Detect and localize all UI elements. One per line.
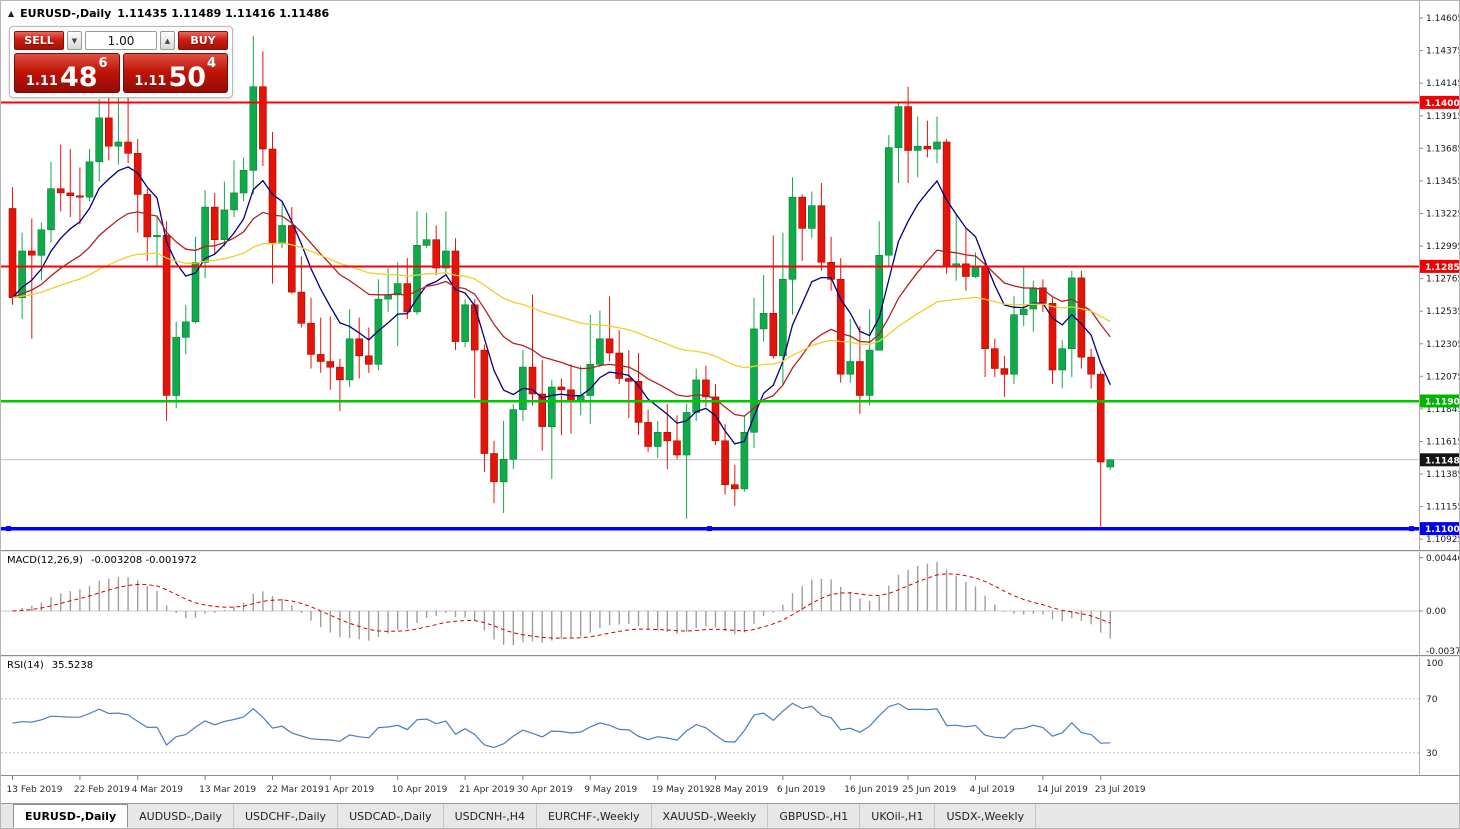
svg-text:1.12535: 1.12535 xyxy=(1426,307,1459,317)
svg-text:6 Jun 2019: 6 Jun 2019 xyxy=(777,785,826,795)
sell-button[interactable]: SELL xyxy=(14,31,64,50)
panel-divider[interactable] xyxy=(1,549,1459,552)
svg-text:14 Jul 2019: 14 Jul 2019 xyxy=(1037,785,1088,795)
svg-text:1.10925: 1.10925 xyxy=(1426,535,1459,545)
panel-divider[interactable] xyxy=(1,655,1459,658)
svg-text:4 Jul 2019: 4 Jul 2019 xyxy=(970,785,1015,795)
tab-usdchf-daily[interactable]: USDCHF-,Daily xyxy=(234,804,339,829)
ask-price-prefix: 1.11 xyxy=(134,73,167,89)
ask-price-button[interactable]: 1.11 50 4 xyxy=(122,53,228,93)
svg-text:1.13915: 1.13915 xyxy=(1426,112,1459,122)
svg-text:1.11385: 1.11385 xyxy=(1426,470,1459,480)
svg-text:21 Apr 2019: 21 Apr 2019 xyxy=(459,785,515,795)
svg-text:16 Jun 2019: 16 Jun 2019 xyxy=(844,785,898,795)
tab-usdcnh-h4[interactable]: USDCNH-,H4 xyxy=(444,804,537,829)
svg-text:1.12305: 1.12305 xyxy=(1426,340,1459,350)
svg-text:0.004465: 0.004465 xyxy=(1426,554,1459,564)
svg-text:22 Feb 2019: 22 Feb 2019 xyxy=(74,785,130,795)
tab-xauusd-weekly[interactable]: XAUUSD-,Weekly xyxy=(652,804,769,829)
svg-text:19 May 2019: 19 May 2019 xyxy=(652,785,711,795)
ask-price-pipette: 4 xyxy=(207,56,217,71)
svg-text:25 Jun 2019: 25 Jun 2019 xyxy=(902,785,956,795)
svg-text:0.00: 0.00 xyxy=(1426,607,1446,617)
svg-text:1 Apr 2019: 1 Apr 2019 xyxy=(324,785,374,795)
time-axis-panel: 13 Feb 2019 22 Feb 2019 4 Mar 2019 13 Mar 2… xyxy=(1,775,1459,804)
tab-usdx-weekly[interactable]: USDX-,Weekly xyxy=(935,804,1037,829)
macd-indicator-canvas[interactable]: 0.004465 0.00 -0.003715 xyxy=(1,551,1459,656)
buy-button[interactable]: BUY xyxy=(178,31,228,50)
svg-text:10 Apr 2019: 10 Apr 2019 xyxy=(392,785,448,795)
svg-text:1.13455: 1.13455 xyxy=(1426,177,1459,187)
tab-eurchf-weekly[interactable]: EURCHF-,Weekly xyxy=(537,804,652,829)
rsi-indicator-panel: 100 70 30 RSI(14) 35.5238 xyxy=(1,657,1459,776)
main-chart-panel: 1.14605 1.14375 1.14145 1.13915 1.13685 1.134… xyxy=(1,1,1459,550)
svg-text:1.11000: 1.11000 xyxy=(1425,525,1459,535)
svg-text:28 May 2019: 28 May 2019 xyxy=(710,785,769,795)
tab-usdcad-daily[interactable]: USDCAD-,Daily xyxy=(338,804,444,829)
svg-text:1.14375: 1.14375 xyxy=(1426,47,1459,57)
svg-text:30: 30 xyxy=(1426,749,1438,759)
volume-decrease-button[interactable]: ▼ xyxy=(67,31,82,50)
triangle-down-icon: ▼ xyxy=(71,36,78,45)
ask-price-pips: 50 xyxy=(168,61,207,93)
svg-text:1.12075: 1.12075 xyxy=(1426,372,1459,382)
svg-text:4 Mar 2019: 4 Mar 2019 xyxy=(132,785,184,795)
svg-text:9 May 2019: 9 May 2019 xyxy=(584,785,637,795)
bid-price-button[interactable]: 1.11 48 6 xyxy=(14,53,120,93)
svg-text:1.11486: 1.11486 xyxy=(1425,456,1459,466)
bid-price-pips: 48 xyxy=(59,61,98,93)
svg-text:1.13225: 1.13225 xyxy=(1426,210,1459,220)
volume-input[interactable] xyxy=(85,31,157,50)
price-chart-canvas[interactable]: 1.14605 1.14375 1.14145 1.13915 1.13685 1.134… xyxy=(1,1,1459,550)
time-axis[interactable]: 13 Feb 2019 22 Feb 2019 4 Mar 2019 13 Mar 2… xyxy=(1,776,1459,804)
svg-text:1.14605: 1.14605 xyxy=(1426,14,1459,24)
svg-text:13 Mar 2019: 13 Mar 2019 xyxy=(199,785,256,795)
svg-text:30 Apr 2019: 30 Apr 2019 xyxy=(517,785,573,795)
svg-text:1.14009: 1.14009 xyxy=(1425,99,1459,109)
tab-audusd-daily[interactable]: AUDUSD-,Daily xyxy=(128,804,234,829)
tab-eurusd-daily[interactable]: EURUSD-,Daily xyxy=(13,804,129,829)
svg-text:1.12995: 1.12995 xyxy=(1426,242,1459,252)
bid-price-prefix: 1.11 xyxy=(25,73,58,89)
tab-ukoil-h1[interactable]: UKOil-,H1 xyxy=(860,804,936,829)
svg-text:1.13685: 1.13685 xyxy=(1426,144,1459,154)
svg-text:1.11615: 1.11615 xyxy=(1426,438,1459,448)
triangle-up-icon: ▲ xyxy=(164,36,171,45)
svg-text:23 Jul 2019: 23 Jul 2019 xyxy=(1095,785,1146,795)
svg-text:70: 70 xyxy=(1426,695,1438,705)
svg-text:13 Feb 2019: 13 Feb 2019 xyxy=(7,785,63,795)
svg-text:1.11845: 1.11845 xyxy=(1426,405,1459,415)
bid-price-pipette: 6 xyxy=(98,56,108,71)
tab-gbpusd-h1[interactable]: GBPUSD-,H1 xyxy=(768,804,861,829)
svg-text:1.12765: 1.12765 xyxy=(1426,275,1459,285)
svg-text:1.14145: 1.14145 xyxy=(1426,79,1459,89)
macd-indicator-panel: 0.0044650.00-0.003715 MACD(12,26,9) -0.0… xyxy=(1,551,1459,656)
svg-text:-0.003715: -0.003715 xyxy=(1426,647,1459,656)
svg-text:1.11155: 1.11155 xyxy=(1426,503,1459,513)
symbol-tab-bar: EURUSD-,Daily AUDUSD-,Daily USDCHF-,Dail… xyxy=(1,803,1459,829)
svg-text:22 Mar 2019: 22 Mar 2019 xyxy=(267,785,324,795)
rsi-indicator-canvas[interactable]: 100 70 30 xyxy=(1,657,1459,776)
volume-increase-button[interactable]: ▲ xyxy=(160,31,175,50)
svg-text:100: 100 xyxy=(1426,659,1443,669)
